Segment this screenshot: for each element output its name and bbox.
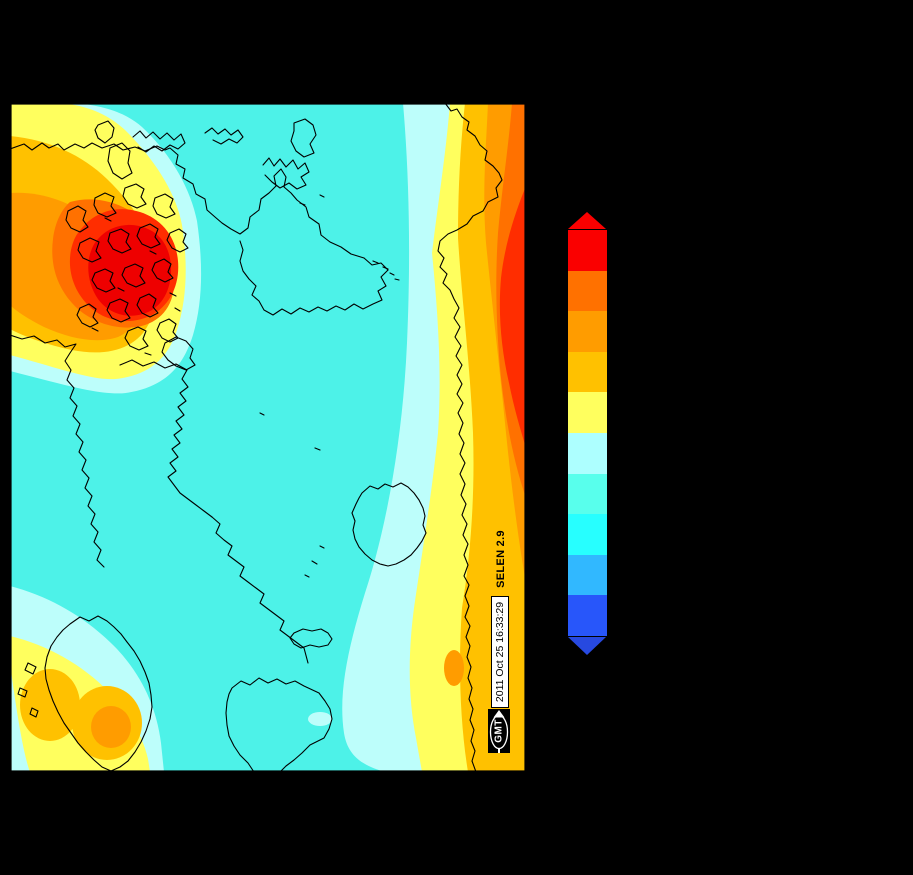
gmt-timestamp-text: 2011 Oct 25 16:33:29 [494, 601, 506, 703]
contour-fills [10, 103, 526, 772]
colorbar-segment [568, 230, 607, 271]
colorbar-segment [568, 392, 607, 433]
selen-version-label: SELEN 2.9 [492, 529, 510, 588]
colorbar-arrow-up-icon [568, 212, 606, 229]
map-panel: SELEN 2.9 2011 Oct 25 16:33:29 GMT [10, 103, 526, 772]
gmt-logo-oval-arrow-icon [489, 710, 509, 753]
colorbar-segment [568, 351, 607, 393]
gmt-timestamp: 2011 Oct 25 16:33:29 [491, 596, 509, 708]
colorbar-segment [568, 595, 607, 636]
selen-version-text: SELEN 2.9 [495, 529, 507, 588]
coastlines [10, 103, 503, 772]
colorbar [568, 212, 607, 655]
colorbar-segment [568, 432, 607, 474]
colorbar-segment [568, 554, 607, 596]
colorbar-segments [568, 229, 607, 637]
colorbar-segment [568, 311, 607, 352]
map-svg [10, 103, 526, 772]
map-frame [10, 103, 526, 772]
colorbar-arrow-down-icon [568, 636, 606, 655]
colorbar-segment [568, 473, 607, 515]
gmt-logo: GMT [488, 709, 510, 753]
colorbar-segment [568, 270, 607, 312]
gmt-logo-text: GMT [493, 719, 505, 743]
colorbar-segment [568, 514, 607, 555]
